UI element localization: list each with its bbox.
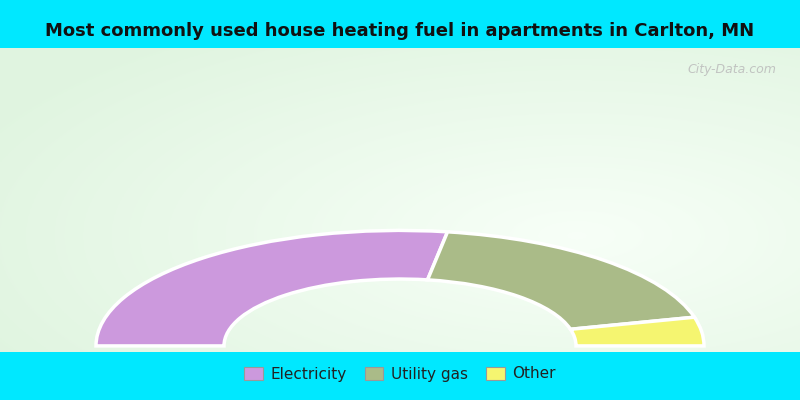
- Text: City-Data.com: City-Data.com: [687, 63, 776, 76]
- Legend: Electricity, Utility gas, Other: Electricity, Utility gas, Other: [238, 360, 562, 388]
- Wedge shape: [570, 317, 704, 346]
- Text: Most commonly used house heating fuel in apartments in Carlton, MN: Most commonly used house heating fuel in…: [46, 22, 754, 40]
- Wedge shape: [427, 232, 694, 329]
- Wedge shape: [96, 230, 447, 346]
